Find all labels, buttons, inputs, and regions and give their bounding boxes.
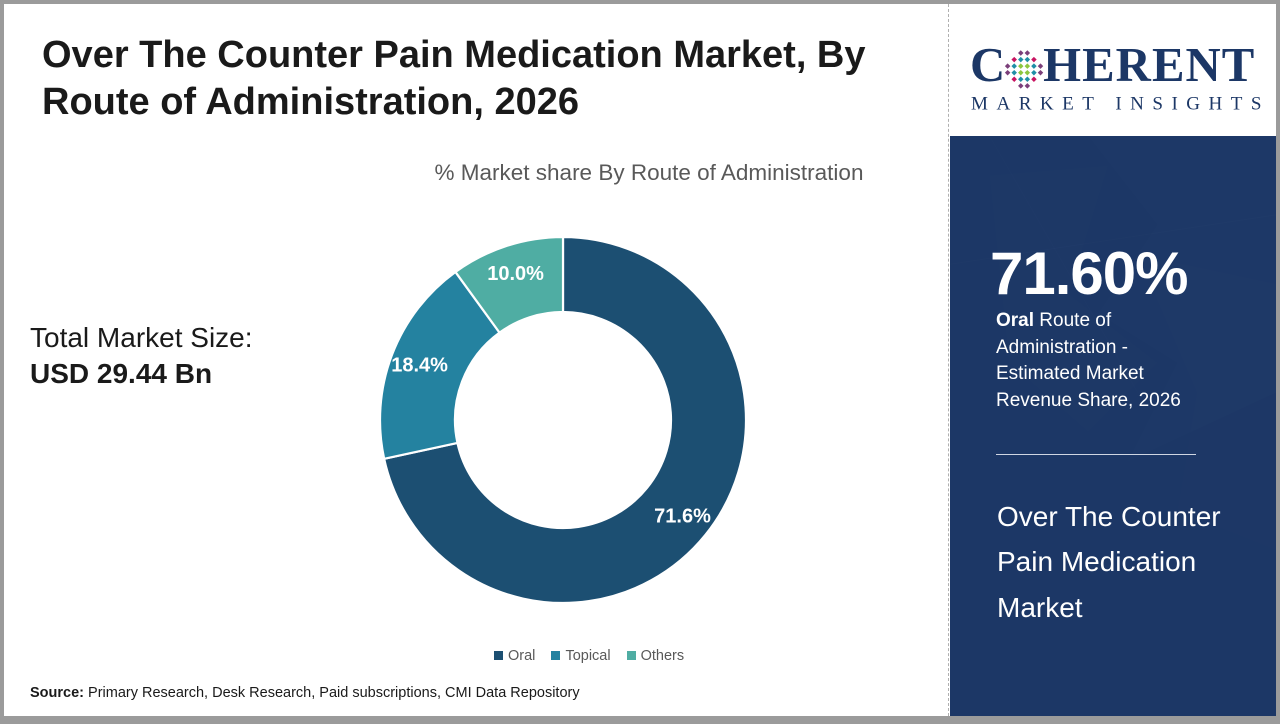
svg-text:C: C: [970, 38, 1005, 92]
svg-text:HERENT: HERENT: [1043, 38, 1255, 92]
svg-text:71.6%: 71.6%: [654, 505, 711, 527]
svg-text:MARKET INSIGHTS: MARKET INSIGHTS: [971, 93, 1270, 114]
svg-text:18.4%: 18.4%: [391, 354, 448, 376]
svg-text:10.0%: 10.0%: [487, 263, 544, 285]
